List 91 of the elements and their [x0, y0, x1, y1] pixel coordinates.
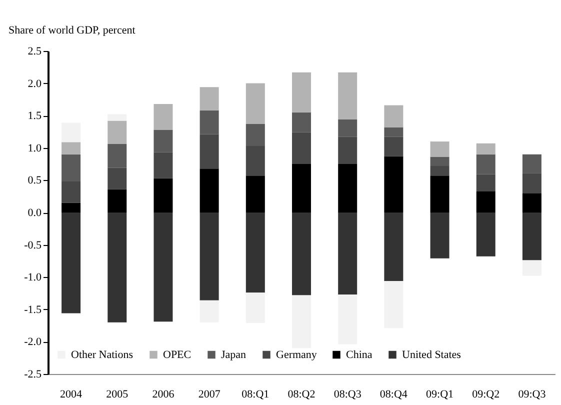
bar	[292, 132, 311, 164]
y-tick-label: 0.0	[28, 207, 42, 219]
bar	[154, 130, 173, 152]
y-tick-label: 1.5	[28, 110, 42, 122]
y-axis-title: Share of world GDP, percent	[8, 24, 136, 36]
bar	[246, 292, 265, 323]
x-tick-label: 2006	[152, 388, 175, 400]
bar	[246, 176, 265, 212]
y-tick-label: -2.0	[24, 336, 42, 348]
bar	[108, 120, 127, 144]
legend-label: Other Nations	[71, 348, 134, 361]
bar	[62, 212, 81, 314]
bar	[292, 212, 311, 296]
bar	[108, 212, 127, 322]
bar	[384, 105, 404, 128]
legend-label: Germany	[276, 348, 318, 361]
y-tick-label: 2.0	[28, 78, 42, 90]
legend-label: China	[346, 348, 372, 361]
bar	[292, 164, 311, 212]
bar	[246, 146, 265, 176]
bar	[200, 168, 219, 212]
bar	[522, 260, 542, 276]
legend-label: United States	[402, 348, 461, 361]
y-tick-label: 2.5	[28, 46, 42, 58]
bar	[154, 178, 173, 212]
bar	[338, 119, 358, 137]
y-tick-label: -0.5	[24, 239, 42, 252]
x-tick-label: 08:Q2	[288, 388, 316, 400]
bar	[476, 154, 496, 174]
x-tick-label: 09:Q1	[426, 388, 454, 400]
bar	[200, 212, 219, 300]
bar	[430, 176, 450, 212]
bar	[476, 191, 496, 212]
bar	[108, 168, 127, 190]
bar	[430, 141, 450, 157]
y-tick-label: -2.5	[24, 368, 42, 380]
bar	[62, 181, 81, 203]
bar	[246, 83, 265, 124]
x-tick-label: 09:Q2	[472, 388, 500, 400]
bar	[384, 212, 404, 281]
bar	[384, 156, 404, 212]
bar	[430, 212, 450, 258]
bar	[338, 294, 358, 344]
bar	[62, 154, 81, 182]
x-tick-label: 08:Q3	[334, 388, 362, 400]
bar	[522, 212, 542, 260]
legend-label: Japan	[221, 348, 247, 361]
bar	[476, 212, 496, 256]
bar	[62, 122, 81, 142]
bar	[430, 166, 450, 176]
x-tick-label: 08:Q4	[380, 388, 408, 400]
y-tick-label: 1.0	[28, 142, 42, 154]
bar	[200, 110, 219, 134]
bar	[476, 143, 496, 154]
bar	[338, 72, 358, 120]
bar	[292, 112, 311, 132]
bar	[522, 193, 542, 212]
bar	[108, 144, 127, 168]
bar	[292, 295, 311, 348]
x-tick-label: 2007	[198, 388, 221, 400]
bar	[384, 127, 404, 137]
bar	[62, 202, 81, 212]
y-tick-label: 0.5	[28, 174, 42, 187]
bar	[476, 174, 496, 192]
bar	[338, 136, 358, 164]
bar	[292, 72, 311, 112]
bar	[154, 212, 173, 322]
bar	[200, 134, 219, 169]
bar	[200, 300, 219, 322]
y-tick-label: -1.0	[24, 272, 42, 284]
bar	[338, 164, 358, 212]
bar	[154, 152, 173, 178]
x-tick-label: 08:Q1	[242, 388, 270, 400]
legend-label: OPEC	[163, 348, 192, 361]
bar	[338, 212, 358, 295]
bar	[430, 156, 450, 166]
bar	[522, 154, 542, 174]
y-tick-label: -1.5	[24, 304, 42, 316]
bar	[108, 114, 127, 121]
bar	[246, 212, 265, 293]
bar	[200, 87, 219, 110]
bar	[108, 189, 127, 212]
bar	[154, 104, 173, 130]
x-tick-label: 09:Q3	[518, 388, 546, 400]
bar	[384, 280, 404, 328]
bar	[522, 173, 542, 194]
bar	[246, 124, 265, 146]
x-tick-label: 2005	[106, 388, 129, 400]
bar	[384, 136, 404, 156]
bar	[62, 142, 81, 154]
x-tick-label: 2004	[60, 388, 83, 400]
